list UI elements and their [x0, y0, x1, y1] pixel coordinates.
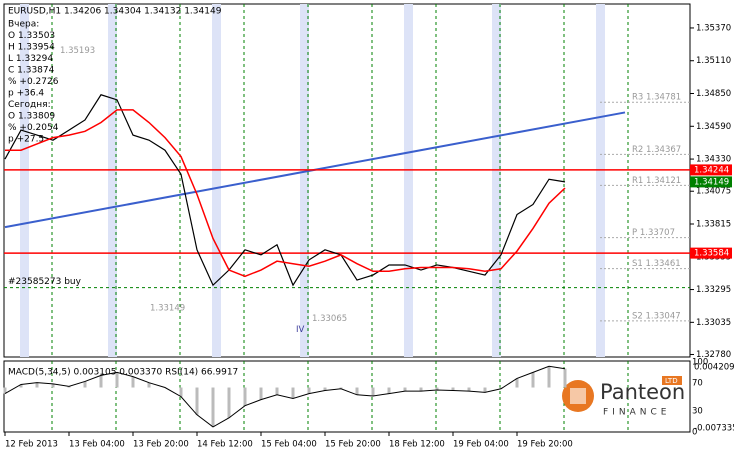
- y-tick-label: 1.33815: [696, 219, 731, 229]
- rsi-tick-label: 0: [692, 428, 697, 438]
- x-tick-label: 12 Feb 2013: [5, 440, 58, 450]
- price-box-label: 1.34244: [694, 165, 729, 175]
- price-box: [690, 247, 732, 259]
- price-box: [690, 176, 732, 188]
- session-band: [108, 4, 117, 357]
- y-tick-label: 1.34590: [696, 122, 731, 132]
- y-tick-label: 1.34850: [696, 89, 731, 99]
- sub-axis-label: -0.007335: [694, 424, 734, 434]
- x-tick-label: 14 Feb 12:00: [197, 440, 253, 450]
- price-box-label: 1.33584: [694, 249, 729, 259]
- pivot-label: R1 1.34121: [632, 176, 681, 186]
- session-bands: [20, 4, 629, 432]
- logo-sub: FINANCE: [603, 408, 670, 418]
- logo-badge-text: LTD: [665, 377, 678, 385]
- y-tick-label: 1.34330: [696, 155, 731, 165]
- info-line: p +36.4: [8, 89, 44, 99]
- session-band: [404, 4, 413, 357]
- x-tick-label: 18 Feb 12:00: [389, 440, 445, 450]
- sub-axis-label: 0.004209: [694, 363, 734, 373]
- info-line: % +0.2726: [8, 77, 59, 87]
- macd-line: [4, 365, 566, 428]
- price-line-series: [4, 94, 566, 287]
- pivot-label: R2 1.34367: [632, 145, 681, 155]
- main-frame: [3, 3, 691, 358]
- info-line: L 1.33294: [8, 54, 53, 64]
- y-tick-label: 1.35370: [696, 23, 731, 33]
- info-line: Вчера:: [8, 20, 39, 30]
- info-line: C 1.33874: [8, 66, 55, 76]
- annotation: IV: [296, 325, 305, 335]
- logo-badge: [662, 376, 682, 385]
- session-band: [596, 4, 605, 357]
- y-tick-label: 1.33035: [696, 318, 731, 328]
- rsi-tick-label: 100: [692, 358, 708, 368]
- session-band: [300, 4, 309, 357]
- subpanel-title: MACD(5,34,5) 0.003105 0.003370 RSI(14) 6…: [8, 368, 238, 378]
- session-band: [20, 4, 29, 357]
- x-tick-label: 19 Feb 20:00: [517, 440, 573, 450]
- info-line: Сегодня:: [8, 100, 51, 110]
- order-label: #23585273 buy: [8, 277, 82, 287]
- logo-icon-inner: [570, 388, 586, 404]
- rsi-tick-label: 70: [692, 379, 703, 389]
- symbol-line: EURUSD,H1 1.34206 1.34304 1.34132 1.3414…: [8, 7, 222, 17]
- info-line: % +0.2054: [8, 123, 59, 133]
- y-tick-label: 1.34075: [696, 187, 731, 197]
- info-line: p +27.5: [8, 135, 44, 145]
- session-band: [492, 4, 501, 357]
- ma-line: [5, 109, 566, 278]
- pivot-label: P 1.33707: [632, 228, 675, 238]
- annotation: 1.35193: [60, 46, 95, 56]
- x-tick-label: 19 Feb 04:00: [453, 440, 509, 450]
- price-box: [690, 164, 732, 176]
- pivot-label: R3 1.34781: [632, 93, 681, 103]
- x-tick-label: 13 Feb 04:00: [69, 440, 125, 450]
- annotation: 1.33149: [150, 303, 185, 313]
- y-tick-label: 1.33295: [696, 285, 731, 295]
- info-line: O 1.33809: [8, 112, 55, 122]
- price-box-label: 1.34149: [694, 177, 729, 187]
- annotation: 1.33065: [312, 314, 347, 324]
- info-line: H 1.33954: [8, 43, 55, 53]
- info-line: O 1.33503: [8, 31, 55, 41]
- x-tick-label: 15 Feb 04:00: [261, 440, 317, 450]
- pivot-label: S1 1.33461: [632, 259, 681, 269]
- logo: Panteon FINANCE LTD: [562, 376, 685, 418]
- session-band: [212, 4, 221, 357]
- pivot-label: S2 1.33047: [632, 311, 681, 321]
- x-tick-label: 13 Feb 20:00: [133, 440, 189, 450]
- rsi-tick-label: 30: [692, 407, 703, 417]
- y-tick-label: 1.32780: [696, 350, 731, 360]
- x-tick-label: 15 Feb 20:00: [325, 440, 381, 450]
- y-tick-label: 1.35110: [696, 56, 731, 66]
